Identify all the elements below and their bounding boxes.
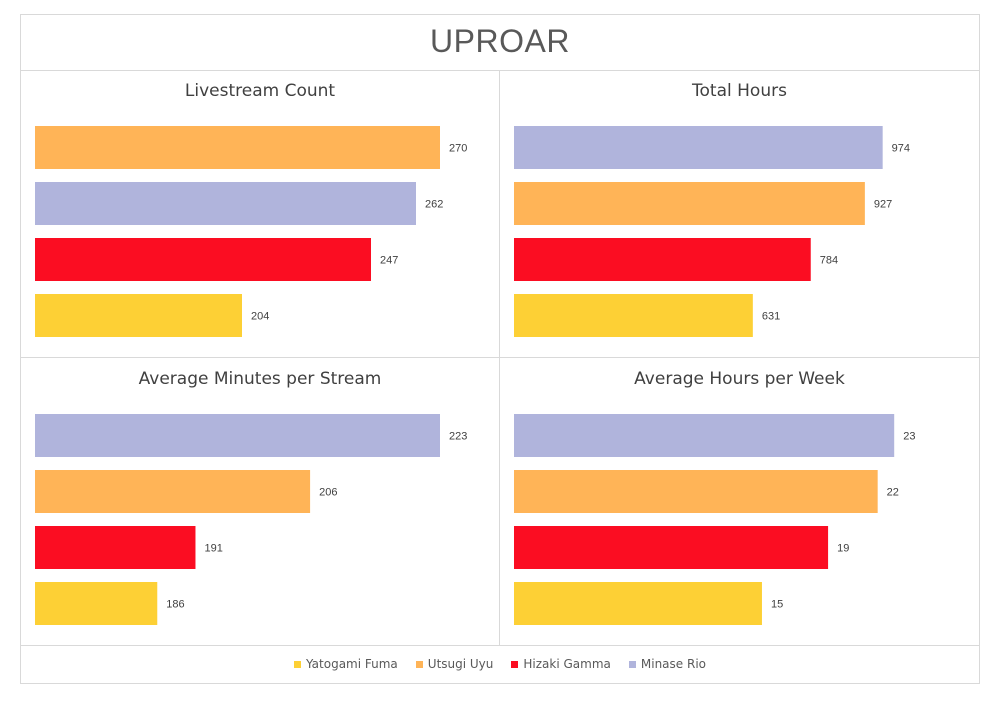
bar <box>35 182 416 225</box>
main-title: UPROAR <box>430 23 570 59</box>
data-label: 15 <box>771 599 783 611</box>
legend: Yatogami Fuma Utsugi Uyu Hizaki Gamma Mi… <box>21 646 979 682</box>
panel-title: Average Hours per Week <box>634 369 845 389</box>
data-label: 23 <box>903 431 915 443</box>
panel-title: Livestream Count <box>184 81 336 101</box>
data-label: 631 <box>762 311 780 323</box>
legend-item: Hizaki Gamma <box>511 657 611 671</box>
bar <box>514 582 762 625</box>
bar-chart-svg: 974 927 784 631 <box>514 126 910 337</box>
bar <box>35 414 440 457</box>
data-label: 784 <box>820 255 838 267</box>
data-label: 974 <box>892 143 910 155</box>
legend-swatch <box>511 660 519 668</box>
bar <box>514 294 753 337</box>
panel-total-hours: Total Hours 974 927 784 631 <box>500 70 979 358</box>
data-label: 206 <box>319 487 337 499</box>
bar <box>514 470 878 513</box>
bar <box>514 414 895 457</box>
title-row: UPROAR <box>21 15 979 71</box>
bar-chart-svg: 23 22 19 15 <box>514 414 915 625</box>
panel-livestream-count: Livestream Count 270 262 247 204 <box>21 70 500 358</box>
bar <box>514 182 865 225</box>
legend-swatch <box>294 660 301 668</box>
data-label: 927 <box>874 199 892 211</box>
panel-title: Average Minutes per Stream <box>138 369 382 389</box>
data-label: 186 <box>166 599 184 611</box>
bar <box>35 582 158 625</box>
data-label: 204 <box>251 311 269 323</box>
legend-label: Minase Rio <box>640 657 706 671</box>
bar <box>35 294 242 337</box>
legend-label: Utsugi Uyu <box>427 657 494 671</box>
bar-chart-svg: 223 206 191 186 <box>35 414 467 625</box>
legend-item: Minase Rio <box>628 657 706 671</box>
bar-chart-svg: 270 262 247 204 <box>35 126 467 337</box>
panel-average-minutes-per-stream: Average Minutes per Stream 223 206 191 186 <box>21 358 500 646</box>
data-label: 270 <box>449 143 467 155</box>
bar <box>35 238 371 281</box>
bar <box>35 126 440 169</box>
legend-swatch <box>415 660 423 668</box>
legend-label: Yatogami Fuma <box>306 657 398 671</box>
legend-item: Yatogami Fuma <box>294 657 398 671</box>
bar <box>514 126 883 169</box>
legend-item: Utsugi Uyu <box>415 657 494 671</box>
data-label: 19 <box>837 543 849 555</box>
bar <box>35 470 311 513</box>
bar <box>514 526 829 569</box>
data-label: 223 <box>449 431 467 443</box>
bar <box>35 526 196 569</box>
panel-average-hours-per-week: Average Hours per Week 23 22 19 15 <box>500 358 979 646</box>
legend-label: Hizaki Gamma <box>523 657 611 671</box>
chart-frame: UPROAR Livestream Count 270 262 247 204 Tot… <box>20 14 980 684</box>
data-label: 22 <box>887 487 899 499</box>
panel-title: Total Hours <box>692 81 787 101</box>
data-label: 247 <box>380 255 398 267</box>
bar <box>514 238 811 281</box>
legend-swatch <box>628 660 636 668</box>
data-label: 262 <box>425 199 443 211</box>
data-label: 191 <box>204 543 222 555</box>
